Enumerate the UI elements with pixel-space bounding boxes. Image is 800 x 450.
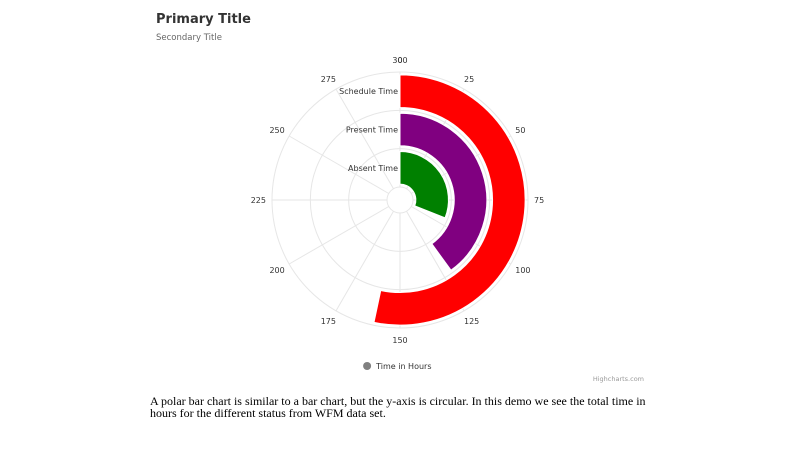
radial-gridline	[288, 135, 389, 194]
y-tick-label: 200	[269, 266, 284, 275]
y-tick-label: 250	[269, 126, 284, 135]
y-tick-label: 150	[392, 336, 407, 345]
y-tick-label: 50	[515, 126, 525, 135]
concentric-gridline	[271, 71, 529, 329]
polar-bar-chart: Schedule Time Present Time Absent Time 0 25 5…	[251, 56, 544, 371]
category-label: Absent Time	[348, 164, 398, 173]
y-tick-label: 100	[515, 266, 530, 275]
bar-present-time	[399, 112, 488, 271]
category-label: Schedule Time	[339, 87, 398, 96]
y-tick-label: 175	[321, 317, 336, 326]
concentric-gridline	[309, 109, 491, 291]
concentric-gridline	[386, 186, 414, 214]
legend-marker-icon	[363, 362, 372, 370]
bar-absent-time	[399, 151, 449, 219]
y-tick-label: 25	[464, 75, 474, 84]
legend-label[interactable]: Time in Hours	[375, 362, 431, 371]
y-tick-label: 0	[397, 56, 402, 65]
category-label: Present Time	[346, 126, 398, 135]
credits-link[interactable]: Highcharts.com	[592, 375, 644, 383]
bar-schedule-time	[373, 74, 526, 326]
radial-gridline	[288, 206, 389, 265]
y-tick-label: 300	[392, 56, 407, 65]
y-tick-label: 225	[251, 196, 266, 205]
chart-container: Primary Title Secondary Title Schedule T…	[140, 0, 650, 390]
y-tick-label: 75	[534, 196, 544, 205]
chart-description: A polar bar chart is similar to a bar ch…	[150, 394, 646, 420]
y-tick-label: 275	[321, 75, 336, 84]
radial-gridline	[335, 211, 394, 312]
chart-title: Primary Title	[156, 12, 251, 27]
chart-subtitle: Secondary Title	[156, 33, 222, 43]
y-tick-label: 125	[464, 317, 479, 326]
concentric-gridline	[348, 148, 452, 252]
radial-gridline	[335, 88, 394, 189]
